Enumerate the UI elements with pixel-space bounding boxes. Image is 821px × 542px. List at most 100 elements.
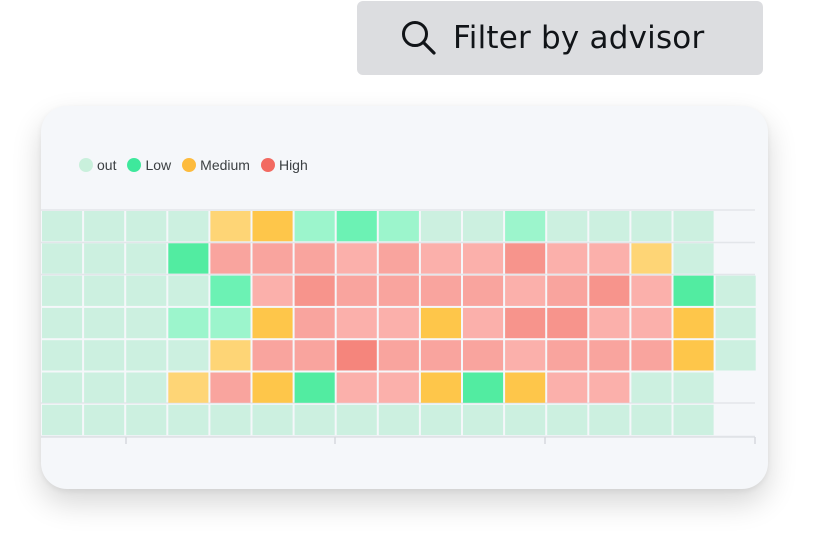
heatmap-cell[interactable] [294, 340, 335, 371]
heatmap-cell[interactable] [673, 404, 714, 436]
heatmap-cell[interactable] [126, 275, 167, 306]
heatmap-cell[interactable] [42, 211, 83, 242]
heatmap-cell[interactable] [420, 211, 461, 242]
heatmap-cell[interactable] [673, 275, 714, 306]
heatmap-cell[interactable] [378, 307, 419, 339]
heatmap-cell[interactable] [589, 243, 630, 274]
heatmap-cell[interactable] [378, 211, 419, 242]
heatmap-cell[interactable] [589, 404, 630, 436]
heatmap-cell[interactable] [378, 340, 419, 371]
heatmap-cell[interactable] [589, 275, 630, 306]
heatmap-cell[interactable] [420, 307, 461, 339]
heatmap-cell[interactable] [589, 372, 630, 403]
heatmap-cell[interactable] [210, 275, 251, 306]
heatmap-cell[interactable] [631, 340, 672, 371]
heatmap-cell[interactable] [631, 275, 672, 306]
heatmap-cell[interactable] [84, 211, 125, 242]
heatmap-cell[interactable] [210, 243, 251, 274]
heatmap-cell[interactable] [84, 372, 125, 403]
heatmap-cell[interactable] [210, 211, 251, 242]
heatmap-cell[interactable] [252, 372, 293, 403]
heatmap-cell[interactable] [336, 307, 377, 339]
heatmap-cell[interactable] [336, 211, 377, 242]
heatmap-cell[interactable] [210, 404, 251, 436]
heatmap-cell[interactable] [84, 340, 125, 371]
heatmap-cell[interactable] [463, 404, 504, 436]
heatmap-cell[interactable] [378, 404, 419, 436]
heatmap-cell[interactable] [42, 340, 83, 371]
heatmap-cell[interactable] [589, 340, 630, 371]
heatmap-cell[interactable] [589, 211, 630, 242]
heatmap-cell[interactable] [463, 211, 504, 242]
heatmap-cell[interactable] [463, 275, 504, 306]
heatmap-cell[interactable] [673, 211, 714, 242]
heatmap-cell[interactable] [168, 404, 209, 436]
legend-item-out[interactable]: out [79, 157, 116, 173]
heatmap-cell[interactable] [505, 404, 546, 436]
heatmap-cell[interactable] [463, 307, 504, 339]
heatmap-cell[interactable] [336, 372, 377, 403]
heatmap-cell[interactable] [673, 307, 714, 339]
heatmap-cell[interactable] [589, 307, 630, 339]
heatmap-cell[interactable] [210, 340, 251, 371]
heatmap-cell[interactable] [336, 275, 377, 306]
heatmap-cell[interactable] [547, 243, 588, 274]
heatmap-cell[interactable] [42, 243, 83, 274]
heatmap-cell[interactable] [673, 243, 714, 274]
heatmap-cell[interactable] [42, 404, 83, 436]
heatmap-cell[interactable] [126, 307, 167, 339]
heatmap-cell[interactable] [463, 340, 504, 371]
heatmap-cell[interactable] [673, 340, 714, 371]
heatmap-cell[interactable] [42, 307, 83, 339]
heatmap-cell[interactable] [463, 243, 504, 274]
heatmap-cell[interactable] [168, 372, 209, 403]
heatmap-cell[interactable] [126, 340, 167, 371]
heatmap-cell[interactable] [252, 307, 293, 339]
heatmap-cell[interactable] [84, 404, 125, 436]
heatmap-cell[interactable] [210, 307, 251, 339]
heatmap-cell[interactable] [505, 243, 546, 274]
heatmap-cell[interactable] [505, 307, 546, 339]
heatmap-cell[interactable] [294, 372, 335, 403]
heatmap-cell[interactable] [210, 372, 251, 403]
heatmap-cell[interactable] [715, 275, 756, 306]
heatmap-cell[interactable] [505, 340, 546, 371]
heatmap-cell[interactable] [168, 275, 209, 306]
heatmap-cell[interactable] [168, 211, 209, 242]
heatmap-cell[interactable] [42, 275, 83, 306]
heatmap-cell[interactable] [126, 243, 167, 274]
heatmap-cell[interactable] [294, 404, 335, 436]
heatmap-cell[interactable] [378, 275, 419, 306]
heatmap-cell[interactable] [168, 307, 209, 339]
legend-item-medium[interactable]: Medium [182, 157, 250, 173]
heatmap-cell[interactable] [294, 211, 335, 242]
heatmap-cell[interactable] [84, 275, 125, 306]
heatmap-cell[interactable] [547, 404, 588, 436]
heatmap-cell[interactable] [336, 340, 377, 371]
heatmap-cell[interactable] [420, 340, 461, 371]
heatmap-cell[interactable] [715, 340, 756, 371]
heatmap-cell[interactable] [420, 275, 461, 306]
legend-item-low[interactable]: Low [127, 157, 171, 173]
heatmap-cell[interactable] [336, 404, 377, 436]
heatmap-cell[interactable] [126, 211, 167, 242]
heatmap-cell[interactable] [547, 307, 588, 339]
heatmap-cell[interactable] [420, 404, 461, 436]
heatmap-cell[interactable] [168, 243, 209, 274]
heatmap-cell[interactable] [631, 404, 672, 436]
heatmap-cell[interactable] [505, 275, 546, 306]
heatmap-cell[interactable] [84, 307, 125, 339]
heatmap-cell[interactable] [252, 211, 293, 242]
heatmap-cell[interactable] [378, 243, 419, 274]
heatmap-cell[interactable] [547, 340, 588, 371]
heatmap-cell[interactable] [631, 243, 672, 274]
heatmap-cell[interactable] [336, 243, 377, 274]
heatmap-cell[interactable] [294, 307, 335, 339]
heatmap-cell[interactable] [252, 340, 293, 371]
filter-by-advisor-button[interactable]: Filter by advisor [357, 1, 763, 75]
heatmap-cell[interactable] [126, 404, 167, 436]
heatmap-cell[interactable] [126, 372, 167, 403]
heatmap-cell[interactable] [168, 340, 209, 371]
heatmap-cell[interactable] [42, 372, 83, 403]
heatmap-cell[interactable] [84, 243, 125, 274]
